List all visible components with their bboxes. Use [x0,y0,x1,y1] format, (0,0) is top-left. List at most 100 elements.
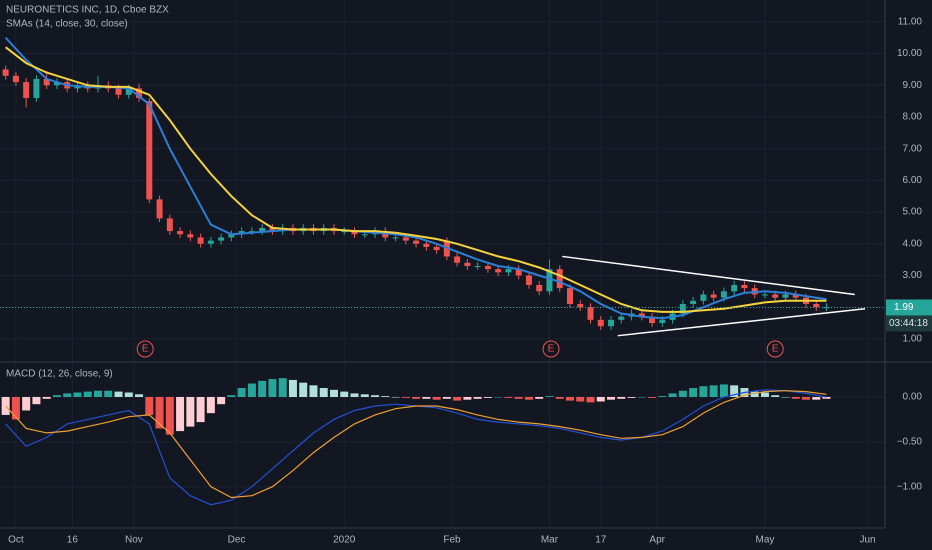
histogram-bar [730,385,739,397]
histogram-bar [63,393,72,397]
histogram-bar [822,396,831,399]
indicator-legend: MACD (12, 26, close, 9) [6,369,113,380]
candle-body [813,303,820,308]
y-tick-label: 9.00 [903,80,923,91]
histogram-bar [360,394,369,397]
histogram-bar [596,396,605,402]
candle-body [525,275,532,285]
histogram-bar [658,396,667,397]
histogram-bar [668,393,677,397]
y-tick-label: 7.00 [903,143,923,154]
candle-body [392,237,399,239]
x-tick-label: 17 [595,535,607,546]
histogram-bar [145,396,154,415]
candle-body [402,237,409,241]
histogram-bar [196,396,205,423]
histogram-bar [709,385,718,397]
candle-body [792,294,799,298]
countdown-label: 03:44:18 [889,318,928,329]
candle-body [638,313,645,317]
candle-body [690,300,697,304]
histogram-bar [206,396,215,414]
candle-body [248,231,255,233]
y-tick-label: 0.00 [903,392,923,403]
candle-body [413,240,420,244]
x-tick-label: May [755,535,774,546]
y-tick-label: 11.00 [898,17,923,28]
histogram-bar [607,396,616,400]
candle-body [269,227,276,232]
candle-body [587,307,594,320]
histogram-bar [371,395,380,397]
candle-body [259,227,266,232]
histogram-bar [350,393,359,397]
candle-body [53,82,60,86]
sma-line [4,37,827,320]
candle-body [495,269,502,273]
candle-body [433,246,440,251]
candle-body [197,237,204,244]
histogram-bar [791,396,800,399]
candle-body [536,284,543,292]
candle-body [515,269,522,276]
histogram-bar [247,383,256,397]
candle-body [659,319,666,324]
candle-body [207,240,214,244]
trend-line [562,255,855,296]
candle-body [720,291,727,298]
x-tick-label: Feb [443,535,461,546]
candle-body [423,243,430,247]
histogram-bar [93,390,102,397]
histogram-bar [494,396,503,398]
candle-body [556,269,563,289]
candle-body [700,294,707,301]
y-tick-label: 4.00 [903,238,923,249]
histogram-bar [114,391,123,397]
candle-body [679,303,686,314]
histogram-bar [781,396,790,398]
y-tick-label: 5.00 [903,207,923,218]
candle-body [361,234,368,236]
last-price-badge [886,299,932,316]
candle-body [177,231,184,235]
macd-line [5,390,827,499]
histogram-bar [483,396,492,398]
candle-body [12,75,19,83]
histogram-bar [504,396,513,398]
x-tick-label: Dec [228,535,246,546]
x-tick-label: Oct [8,535,24,546]
earnings-marker [766,340,784,358]
histogram-bar [648,396,657,398]
candle-body [772,294,779,298]
histogram-bar [381,396,390,397]
histogram-bar [637,396,646,398]
histogram-bar [689,388,698,397]
histogram-bar [812,396,821,400]
candle-body [618,316,625,320]
candle-body [187,234,194,238]
histogram-bar [52,395,61,397]
earnings-label: E [142,344,149,355]
candle-body [761,294,768,296]
histogram-bar [432,396,441,400]
candle-body [608,319,615,327]
candle-body [125,88,132,95]
candle-body [464,262,471,266]
histogram-bar [278,378,287,397]
histogram-bar [299,382,308,397]
histogram-bar [340,391,349,397]
histogram-bar [83,391,92,397]
candle-body [351,231,358,235]
x-tick-label: Jun [859,535,875,546]
candle-body [823,307,830,309]
countdown-badge [886,315,932,332]
histogram-bar [576,396,585,402]
candle-body [218,237,225,241]
histogram-bar [124,392,133,397]
histogram-bar [422,396,431,399]
histogram-bar [268,379,277,397]
histogram-bar [155,396,164,429]
histogram-bar [750,391,759,397]
candle-body [649,316,656,324]
